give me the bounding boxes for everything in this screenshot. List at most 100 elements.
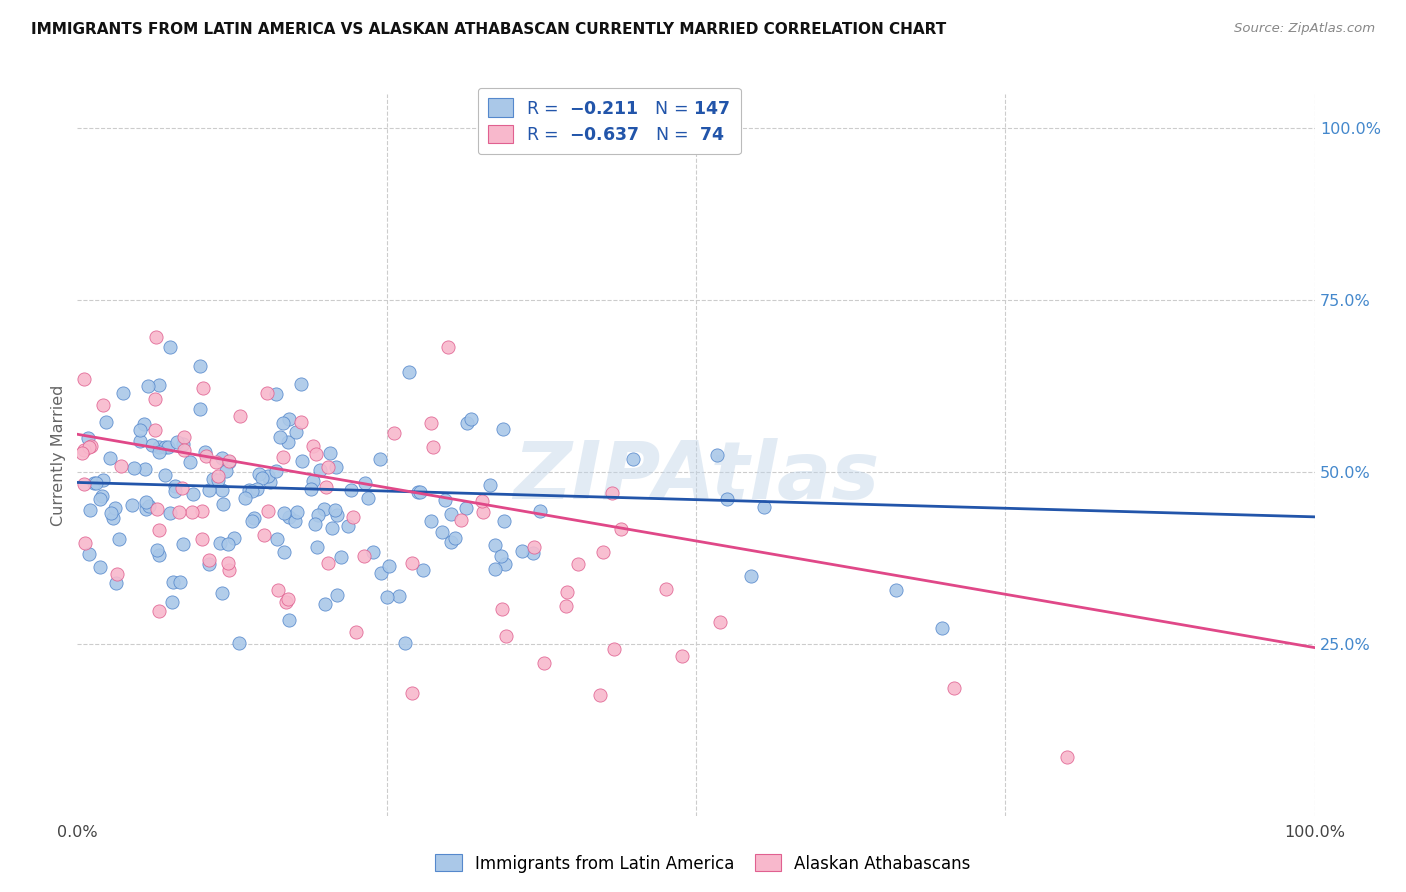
Point [162, 574, 184, 589]
Point [207, 474, 229, 488]
Point [121, 498, 143, 512]
Point [277, 435, 299, 450]
Point [375, 590, 398, 604]
Point [229, 409, 252, 423]
Point [440, 507, 463, 521]
Point [610, 522, 633, 536]
Point [529, 504, 551, 518]
Point [406, 484, 429, 499]
Point [73, 372, 96, 386]
Point [197, 553, 219, 567]
Point [238, 483, 260, 498]
Point [264, 386, 287, 401]
Point [326, 588, 349, 602]
Point [105, 567, 128, 582]
Point [603, 642, 626, 657]
Point [336, 519, 359, 533]
Point [287, 505, 309, 519]
Point [354, 475, 377, 490]
Point [135, 495, 157, 509]
Point [273, 545, 295, 559]
Point [492, 514, 515, 528]
Point [325, 459, 347, 474]
Point [943, 681, 966, 696]
Point [271, 416, 294, 430]
Point [208, 536, 231, 550]
Point [401, 686, 423, 700]
Point [172, 537, 194, 551]
Point [179, 454, 201, 468]
Point [456, 417, 478, 431]
Point [437, 339, 460, 353]
Point [510, 544, 533, 558]
Point [143, 392, 166, 406]
Point [740, 568, 762, 582]
Point [382, 425, 405, 440]
Point [274, 595, 297, 609]
Point [357, 491, 380, 505]
Point [153, 441, 176, 455]
Point [138, 378, 160, 392]
Point [368, 452, 391, 467]
Point [256, 386, 278, 401]
Point [387, 589, 409, 603]
Point [307, 508, 329, 522]
Point [228, 636, 250, 650]
Point [253, 527, 276, 541]
Point [259, 475, 281, 490]
Point [267, 582, 290, 597]
Point [450, 514, 472, 528]
Point [315, 480, 337, 494]
Point [70, 446, 93, 460]
Point [600, 486, 623, 500]
Point [191, 532, 214, 546]
Text: Source: ZipAtlas.com: Source: ZipAtlas.com [1234, 22, 1375, 36]
Point [433, 492, 456, 507]
Point [188, 359, 211, 374]
Point [378, 559, 401, 574]
Point [148, 603, 170, 617]
Point [215, 464, 238, 478]
Point [342, 510, 364, 524]
Point [302, 439, 325, 453]
Point [370, 566, 392, 581]
Point [430, 524, 453, 539]
Point [318, 557, 340, 571]
Point [308, 463, 330, 477]
Text: IMMIGRANTS FROM LATIN AMERICA VS ALASKAN ATHABASCAN CURRENTLY MARRIED CORRELATIO: IMMIGRANTS FROM LATIN AMERICA VS ALASKAN… [31, 22, 946, 37]
Point [194, 449, 217, 463]
Point [291, 453, 314, 467]
Point [301, 482, 323, 496]
Point [145, 329, 167, 343]
Point [163, 483, 186, 498]
Point [884, 583, 907, 598]
Point [181, 487, 204, 501]
Point [148, 523, 170, 537]
Point [134, 417, 156, 432]
Point [419, 416, 441, 430]
Point [194, 445, 217, 459]
Point [218, 455, 240, 469]
Point [456, 501, 478, 516]
Point [257, 469, 280, 483]
Point [492, 422, 515, 436]
Point [716, 491, 738, 506]
Point [198, 557, 221, 571]
Point [217, 537, 239, 551]
Point [1056, 749, 1078, 764]
Point [110, 458, 132, 473]
Point [172, 482, 194, 496]
Point [554, 599, 576, 613]
Point [169, 574, 191, 589]
Point [207, 469, 229, 483]
Point [155, 467, 177, 482]
Point [211, 450, 233, 465]
Point [277, 591, 299, 606]
Point [491, 601, 513, 615]
Point [101, 511, 124, 525]
Point [128, 434, 150, 449]
Point [233, 491, 256, 505]
Point [122, 461, 145, 475]
Point [211, 497, 233, 511]
Point [141, 438, 163, 452]
